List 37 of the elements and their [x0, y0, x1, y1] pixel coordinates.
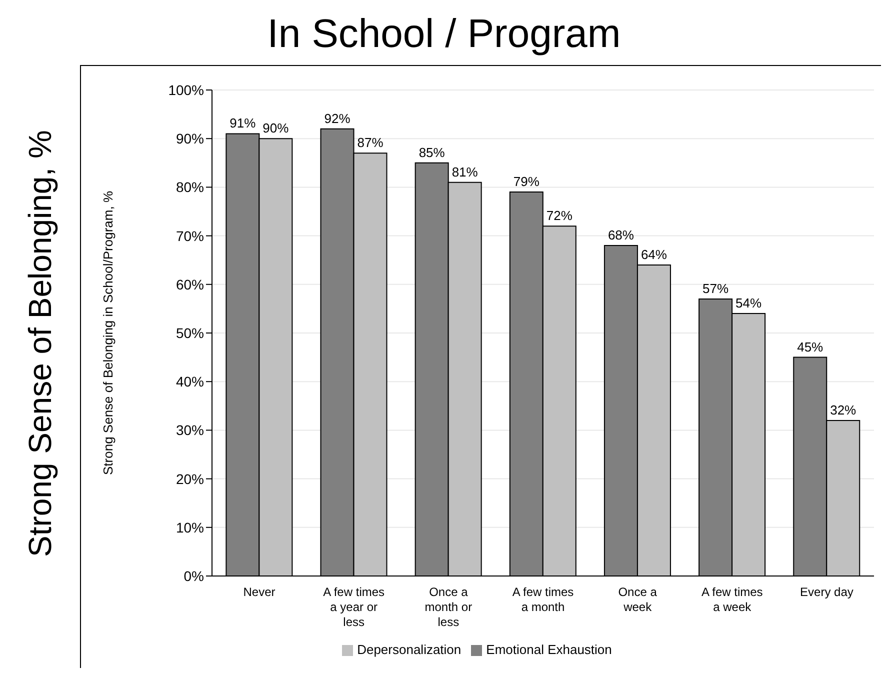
y-axis-title: Strong Sense of Belonging in School/Program, %: [100, 190, 116, 476]
chart-title: In School / Program: [266, 11, 622, 58]
data-label: 54%: [736, 296, 762, 311]
data-label: 79%: [513, 174, 540, 190]
y-tick-label: 60%: [176, 276, 204, 292]
text: Strong Sense of Belonging, %: [21, 130, 59, 557]
legend-label: Emotional Exhaustion: [486, 642, 612, 657]
x-tick-label: A few times a month: [512, 585, 574, 614]
data-label: 87%: [357, 135, 384, 150]
legend-label: Depersonalization: [357, 642, 462, 657]
data-label: 92%: [324, 110, 351, 126]
y-tick-label: 50%: [176, 324, 204, 341]
x-tick-label: Once a month or less: [424, 585, 472, 629]
data-label: 64%: [640, 246, 668, 262]
y-tick-label: 100%: [168, 82, 204, 98]
y-tick-label: 90%: [176, 130, 204, 147]
y-tick-label: 10%: [176, 519, 204, 536]
data-label: 68%: [608, 228, 634, 243]
y-tick-label: 70%: [176, 228, 204, 244]
data-label: 32%: [830, 402, 857, 418]
x-tick-label: Never: [243, 585, 276, 599]
x-tick-label: A few times a week: [701, 585, 763, 614]
y-tick-label: 30%: [176, 422, 204, 438]
data-label: 85%: [418, 144, 446, 160]
data-label: 45%: [797, 339, 824, 354]
data-label: 72%: [546, 208, 573, 224]
data-label: 57%: [702, 280, 729, 296]
x-tick-label: Every day: [800, 585, 854, 599]
y-tick-label: 20%: [176, 470, 204, 487]
y-tick-label: 0%: [184, 568, 204, 584]
data-label: 90%: [262, 120, 290, 136]
data-label: 91%: [230, 116, 256, 131]
x-tick-label: A few times a year or less: [323, 585, 385, 629]
y-tick-label: 80%: [176, 179, 204, 196]
data-label: 81%: [452, 164, 478, 180]
y-tick-label: 40%: [176, 374, 204, 390]
x-tick-label: Once a week: [618, 585, 658, 614]
